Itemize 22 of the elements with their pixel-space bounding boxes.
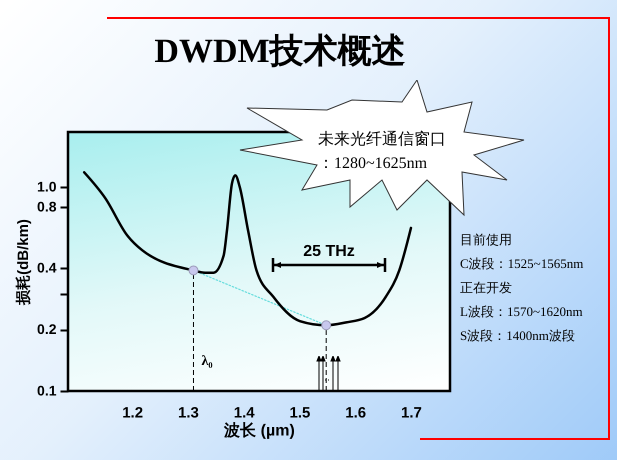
text: 正在开发 — [460, 279, 513, 297]
y-tick-label: 0.2 — [37, 321, 57, 338]
chart-title: DWDM技术概述 — [153, 32, 407, 72]
y-tick-label: 0.1 — [37, 382, 57, 398]
x-tick-label: 1.5 — [290, 404, 310, 422]
y-tick-label: 0.4 — [37, 260, 57, 276]
text: S波段：1400nm波段 — [460, 327, 576, 345]
annotation: 25 THz — [302, 243, 356, 261]
x-axis-title: 波长 (µm) — [223, 422, 295, 440]
annotation: λ₀ — [201, 354, 213, 370]
y-tick-label: 1.0 — [37, 178, 57, 194]
y-axis-title: 损耗(dB/km) — [15, 219, 32, 306]
annotation: 未来光纤通信窗口：1280~1625nm — [318, 130, 447, 174]
x-tick-label: 1.2 — [122, 404, 144, 422]
x-tick-label: 1.4 — [234, 404, 256, 422]
y-tick-label: 0.8 — [37, 198, 57, 214]
text: L波段：1570~1620nm — [460, 303, 584, 321]
x-tick-label: 1.7 — [401, 404, 422, 422]
x-tick-label: 1.3 — [178, 404, 199, 422]
text: 目前使用 — [460, 231, 513, 249]
x-tick-label: 1.6 — [345, 404, 366, 422]
text: C波段：1525~1565nm — [460, 255, 584, 273]
